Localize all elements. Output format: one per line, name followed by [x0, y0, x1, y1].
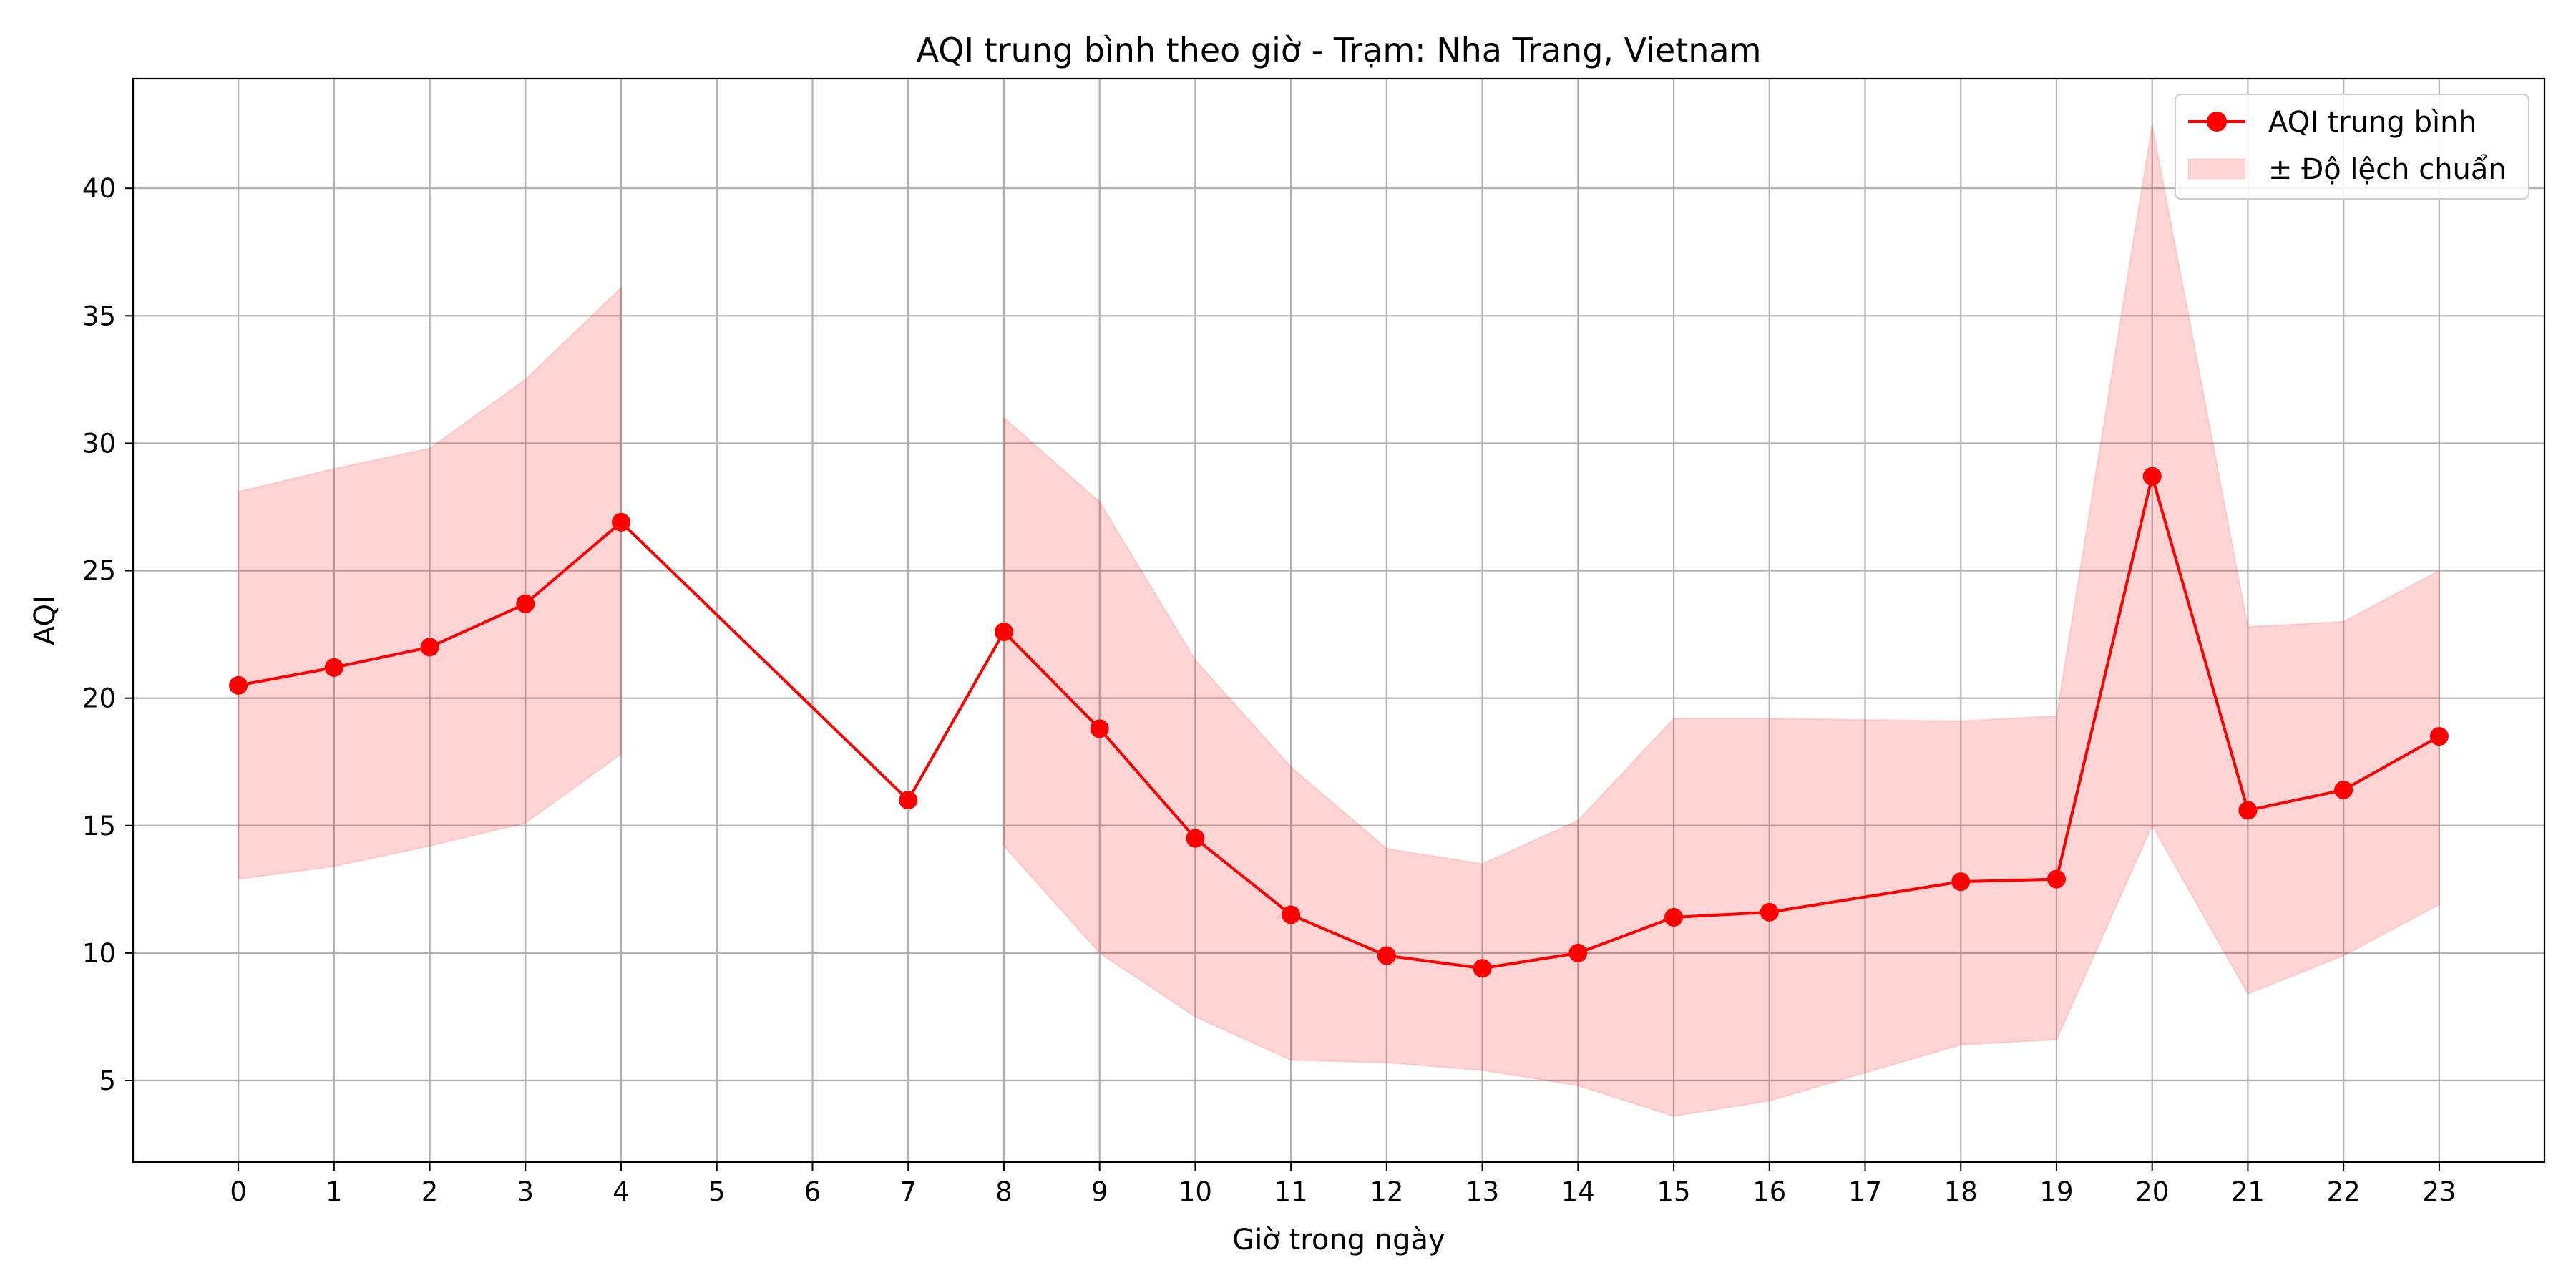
data-point [2429, 727, 2449, 746]
data-point [1664, 908, 1684, 927]
axis-ticks: 0 1 2 3 4 5 6 7 8 9 10 11 12 13 14 15 16 17 18 19 20 21 22 2351… [82, 173, 2457, 1207]
x-tick-label: 8 [995, 1176, 1013, 1207]
x-tick-label: 19 [2039, 1176, 2073, 1207]
x-tick-label: 18 [1944, 1176, 1978, 1207]
x-tick-label: 14 [1561, 1176, 1595, 1207]
x-tick-label: 20 [2135, 1176, 2169, 1207]
y-axis-title: AQI [29, 595, 62, 645]
legend: AQI trung bình ± Độ lệch chuẩn [2175, 94, 2529, 200]
data-point [1473, 959, 1492, 978]
data-point [1951, 872, 1971, 892]
y-tick-label: 25 [82, 556, 116, 587]
x-tick-label: 2 [421, 1176, 439, 1207]
legend-band-swatch [2187, 158, 2246, 180]
data-point [2046, 869, 2066, 889]
y-tick-label: 15 [82, 811, 116, 841]
data-point [516, 594, 535, 613]
x-tick-label: 6 [804, 1176, 821, 1207]
x-axis-title: Giờ trong ngày [1232, 1224, 1445, 1257]
x-tick-label: 17 [1848, 1176, 1882, 1207]
data-point [899, 791, 918, 810]
data-point [1377, 946, 1396, 965]
data-point [2334, 780, 2353, 799]
x-tick-label: 7 [899, 1176, 917, 1207]
legend-marker-swatch [2207, 112, 2227, 132]
data-point [1760, 902, 1779, 922]
data-point [994, 623, 1013, 642]
x-tick-label: 10 [1179, 1176, 1212, 1207]
y-tick-label: 30 [82, 428, 116, 459]
data-point [1090, 719, 1109, 738]
legend-label-std-dev: ± Độ lệch chuẩn [2268, 153, 2507, 186]
y-tick-label: 10 [82, 938, 116, 969]
x-tick-label: 4 [613, 1176, 630, 1207]
x-tick-label: 23 [2422, 1176, 2456, 1207]
y-tick-label: 5 [99, 1065, 116, 1096]
data-point [324, 658, 343, 677]
y-tick-label: 40 [82, 173, 116, 204]
plot-frame [132, 77, 2546, 1163]
std-dev-band-segment [1002, 124, 2440, 1117]
data-point [2142, 467, 2162, 486]
data-point [420, 638, 439, 657]
data-point [2238, 801, 2258, 820]
chart-title: AQI trung bình theo giờ - Trạm: Nha Tran… [917, 31, 1762, 69]
x-tick-label: 1 [326, 1176, 343, 1207]
x-tick-label: 9 [1091, 1176, 1108, 1207]
x-tick-label: 15 [1657, 1176, 1691, 1207]
data-point [1568, 943, 1588, 962]
x-tick-label: 3 [517, 1176, 535, 1207]
std-dev-band [238, 124, 2440, 1117]
y-tick-label: 35 [82, 301, 116, 331]
legend-label-mean: AQI trung bình [2268, 106, 2477, 139]
grid-lines [133, 79, 2545, 1162]
mean-aqi-markers [229, 467, 2449, 978]
data-point [1186, 829, 1205, 848]
x-tick-label: 13 [1465, 1176, 1499, 1207]
legend-box [2175, 94, 2529, 200]
data-point [229, 675, 248, 695]
data-point [1282, 905, 1301, 924]
x-tick-label: 16 [1752, 1176, 1786, 1207]
x-tick-label: 11 [1274, 1176, 1308, 1207]
data-point [612, 512, 631, 532]
x-tick-label: 21 [2231, 1176, 2265, 1207]
std-dev-band-segment [238, 286, 623, 880]
x-tick-label: 12 [1370, 1176, 1403, 1207]
y-tick-label: 20 [82, 683, 116, 714]
x-tick-label: 0 [230, 1176, 247, 1207]
x-tick-label: 5 [708, 1176, 726, 1207]
x-tick-label: 22 [2327, 1176, 2361, 1207]
